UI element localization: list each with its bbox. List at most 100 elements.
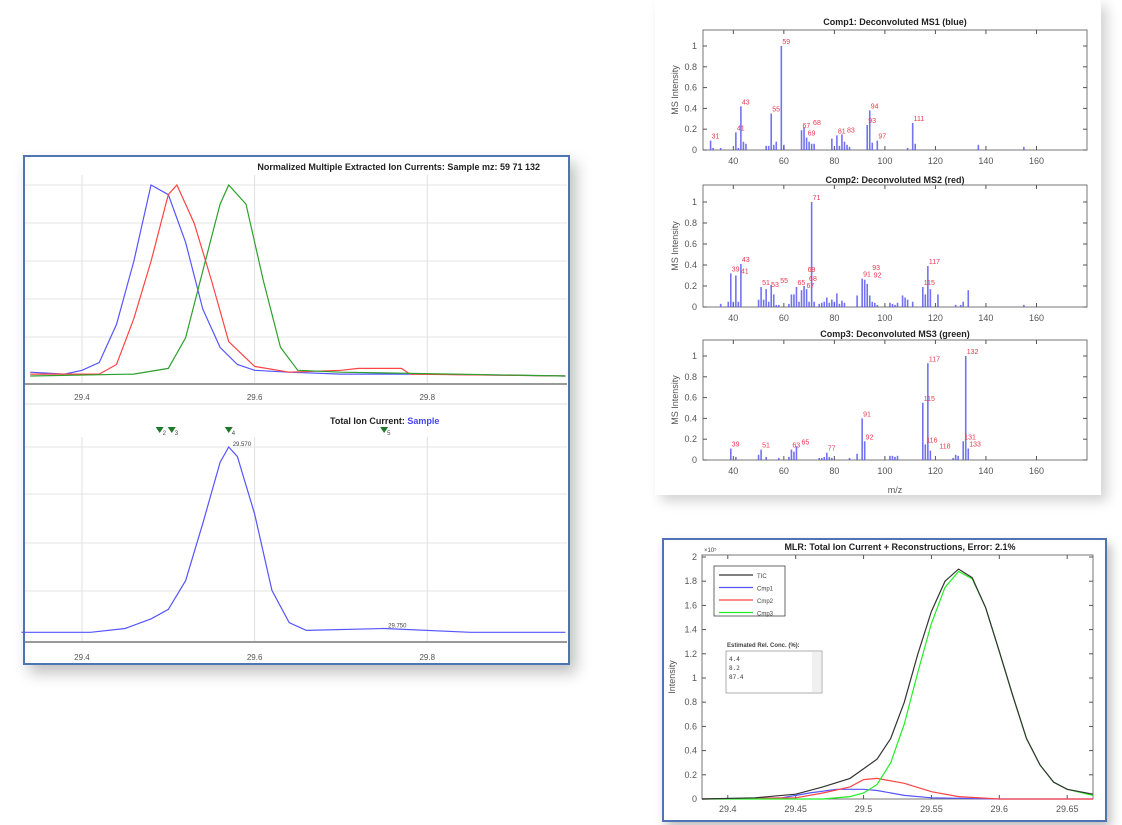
ms3-x-tick-label: 60 — [779, 466, 789, 476]
mlr-legend-label: Cmp3 — [757, 612, 774, 618]
tic-peak-label: 29.750 — [388, 623, 407, 629]
eic-title: Normalized Multiple Extracted Ion Curren… — [257, 162, 540, 172]
ms3-peak-mz-label: 115 — [924, 396, 935, 403]
ms3-y-tick-label: 0.2 — [684, 434, 697, 444]
ms2-y-axis-label: MS Intensity — [670, 221, 680, 271]
spectra-panel — [655, 0, 1101, 495]
ms2-peak-mz-label: 51 — [762, 280, 770, 287]
ms1-x-tick-label: 60 — [779, 156, 789, 166]
mlr-y-tick-label: 0 — [692, 794, 697, 804]
mlr-title: MLR: Total Ion Current + Reconstructions… — [784, 542, 1015, 552]
ms3-y-axis-label: MS Intensity — [670, 375, 680, 425]
ms2-x-tick-label: 160 — [1029, 313, 1044, 323]
ms3-peak-mz-label: 92 — [866, 434, 874, 441]
ms1-y-axis-label: MS Intensity — [670, 65, 680, 115]
mlr-y-tick-label: 0.8 — [684, 697, 697, 707]
eic-series-red — [30, 183, 566, 377]
mlr-y-tick-label: 1.4 — [684, 625, 697, 635]
ms3-peak-mz-label: 116 — [926, 437, 937, 444]
ms1-y-tick-label: 0.4 — [684, 103, 697, 113]
ms1-peak-mz-label: 97 — [878, 134, 886, 141]
ms1-peak-mz-label: 69 — [808, 131, 816, 138]
ms2-peak-mz-label: 93 — [872, 265, 880, 272]
ms3-y-tick-label: 0 — [692, 455, 697, 465]
eic-series-green — [30, 183, 566, 377]
tic-x-tick-label: 29.4 — [74, 653, 90, 662]
eic-x-tick-label: 29.4 — [74, 393, 90, 402]
ms2-peak-mz-label: 115 — [924, 280, 935, 287]
tic-x-tick-label: 29.8 — [419, 653, 435, 662]
ms3-frame — [702, 339, 1088, 461]
mlr-y-axis-label: Intensity — [667, 660, 677, 694]
ms1-x-tick-label: 100 — [877, 156, 892, 166]
ms1-y-tick-label: 0.2 — [684, 124, 697, 134]
conc-value: 87.4 — [729, 674, 744, 681]
ms2-peak-mz-label: 71 — [813, 195, 821, 202]
ms1-y-tick-label: 0 — [692, 145, 697, 155]
ms1-x-tick-label: 80 — [829, 156, 839, 166]
peak-marker-icon — [167, 427, 176, 433]
ms2-y-tick-label: 0.8 — [684, 218, 697, 228]
ms2-y-tick-label: 1 — [692, 197, 697, 207]
mlr-series-cmp1 — [701, 788, 1093, 800]
mlr-y-tick-label: 0.4 — [684, 746, 697, 756]
mlr-x-tick-label: 29.65 — [1056, 804, 1079, 814]
mlr-y-tick-label: 2 — [692, 552, 697, 562]
ms1-peak-mz-label: 67 — [803, 123, 811, 130]
ms3-peak-mz-label: 133 — [969, 442, 981, 449]
ms3-peak-mz-label: 51 — [762, 443, 770, 450]
ms1-peak-mz-label: 83 — [847, 127, 855, 134]
peak-marker-icon — [380, 427, 389, 433]
ms2-x-tick-label: 40 — [728, 313, 738, 323]
ms3-xlabel: m/z — [888, 485, 903, 495]
peak-marker-label: 2 — [163, 431, 167, 437]
mlr-legend-label: Cmp1 — [757, 587, 774, 593]
peak-marker-label: 3 — [175, 431, 179, 437]
ms1-x-tick-label: 140 — [978, 156, 993, 166]
ms3-peak-mz-label: 77 — [828, 446, 836, 453]
ms1-peak-mz-label: 55 — [772, 107, 780, 114]
ms2-peak-mz-label: 53 — [771, 282, 779, 289]
ms3-peak-mz-label: 65 — [801, 439, 809, 446]
peak-marker-label: 4 — [232, 431, 236, 437]
mlr-x-tick-label: 29.45 — [784, 804, 807, 814]
tic-series-blue — [21, 445, 566, 633]
mlr-y-tick-label: 0.2 — [684, 770, 697, 780]
ms1-peak-mz-label: 31 — [712, 134, 720, 141]
ms3-x-tick-label: 160 — [1029, 466, 1044, 476]
ms2-peak-mz-label: 41 — [741, 269, 749, 276]
ms1-peak-mz-label: 93 — [868, 118, 876, 125]
eic-series-blue — [30, 184, 566, 377]
ms2-y-tick-label: 0.2 — [684, 281, 697, 291]
mlr-x-tick-label: 29.6 — [991, 804, 1009, 814]
conc-listbox[interactable] — [725, 650, 823, 694]
ms3-peak-mz-label: 91 — [863, 411, 871, 418]
ms2-peak-mz-label: 92 — [874, 273, 882, 280]
tic-x-tick-label: 29.6 — [247, 653, 263, 662]
ms1-y-tick-label: 0.8 — [684, 62, 697, 72]
mlr-x-tick-label: 29.5 — [855, 804, 873, 814]
ms2-x-tick-label: 80 — [829, 313, 839, 323]
conc-value: 8.2 — [729, 665, 740, 672]
conc-listbox-scrollbar[interactable] — [812, 652, 821, 692]
ms3-x-tick-label: 80 — [829, 466, 839, 476]
ms2-x-tick-label: 140 — [978, 313, 993, 323]
ms3-x-tick-label: 40 — [728, 466, 738, 476]
ms3-x-tick-label: 120 — [928, 466, 943, 476]
ms2-peak-mz-label: 39 — [732, 266, 740, 273]
ms3-peak-mz-label: 63 — [792, 443, 800, 450]
ms1-frame — [702, 29, 1088, 151]
ms2-peak-mz-label: 55 — [780, 278, 788, 285]
ms2-y-tick-label: 0 — [692, 302, 697, 312]
ms2-peak-mz-label: 69 — [808, 267, 816, 274]
left-chromatogram-panel — [23, 155, 570, 665]
eic-x-tick-label: 29.8 — [419, 393, 435, 402]
mlr-legend-label: Cmp2 — [757, 599, 774, 605]
ms3-peak-mz-label: 117 — [929, 356, 940, 363]
ms3-y-tick-label: 0.4 — [684, 413, 697, 423]
mlr-x-tick-label: 29.55 — [920, 804, 943, 814]
peak-marker-icon — [155, 427, 164, 433]
ms3-peak-mz-label: 131 — [964, 434, 976, 441]
tic-title: Total Ion Current: Sample — [330, 416, 439, 426]
